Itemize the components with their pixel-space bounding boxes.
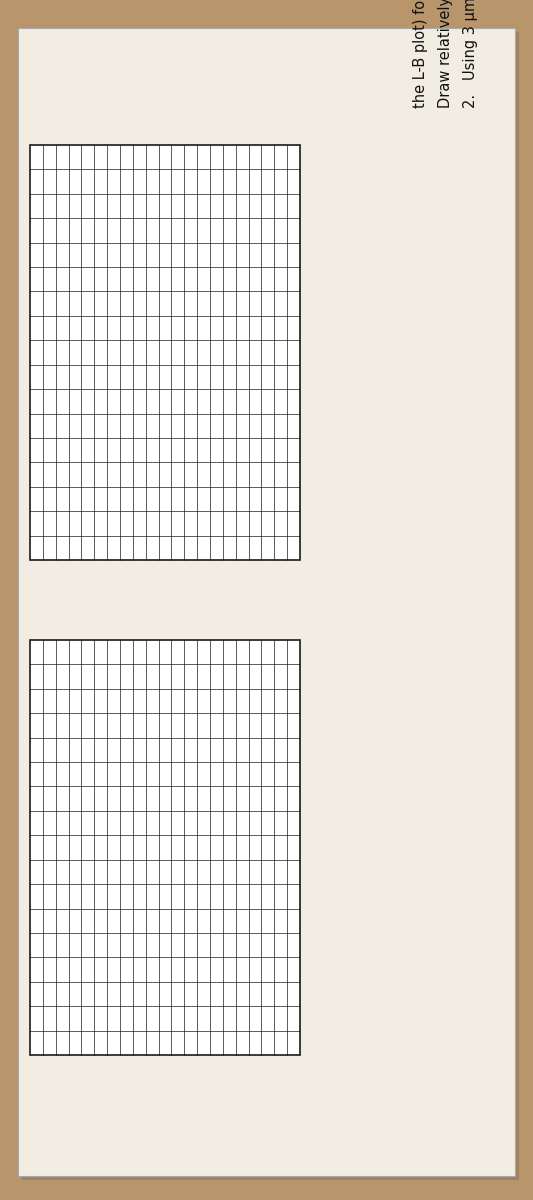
Text: Draw relatively accurate Michaelis-Menten and Lineweaver-Burk plots (using kcat : Draw relatively accurate Michaelis-Mente…	[438, 0, 453, 108]
Bar	[30, 145, 300, 560]
Text: 2.   Using 3 μmol of a novel enzyme in a set of kinetics experiments resulted in: 2. Using 3 μmol of a novel enzyme in a s…	[463, 0, 478, 108]
Bar	[30, 145, 300, 560]
Bar	[30, 640, 300, 1055]
Text: the L-B plot) for the enzyme.  Label the axes clearly and completely.: the L-B plot) for the enzyme. Label the …	[413, 0, 428, 108]
Bar	[30, 640, 300, 1055]
